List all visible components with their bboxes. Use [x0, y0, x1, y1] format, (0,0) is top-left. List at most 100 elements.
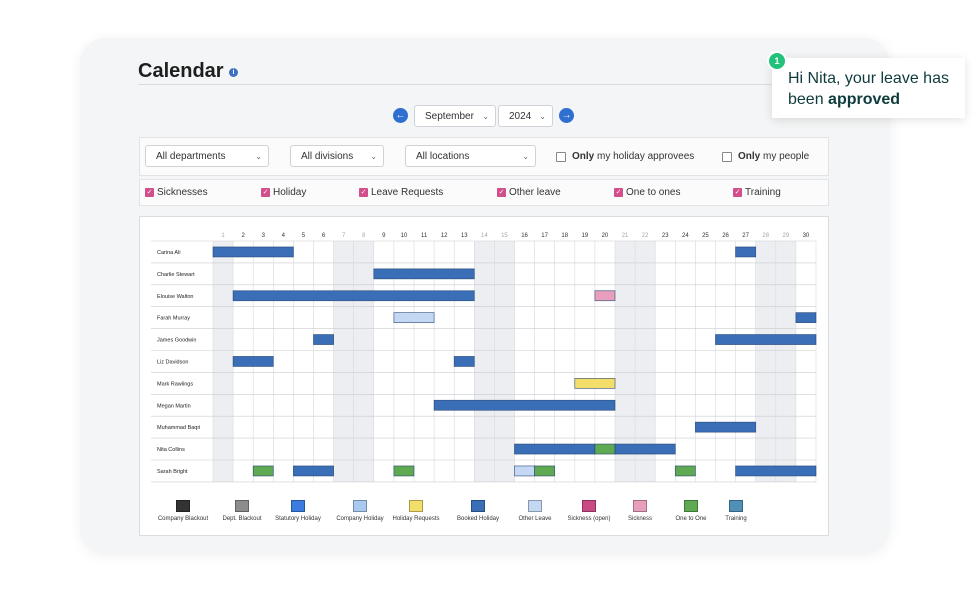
- category-label: Other leave: [509, 187, 561, 198]
- day-label: 23: [662, 233, 669, 239]
- day-label: 9: [382, 233, 386, 239]
- day-label: 16: [521, 233, 528, 239]
- legend-item: Sickness: [605, 500, 675, 522]
- check-icon[interactable]: ✓: [359, 188, 368, 197]
- legend-swatch: [582, 500, 596, 512]
- weekend-column: [494, 241, 515, 482]
- day-label: 1: [221, 233, 225, 239]
- only-approvees-label: my holiday approvees: [597, 151, 695, 162]
- info-icon[interactable]: i: [229, 68, 238, 77]
- legend-label: One to One: [675, 516, 707, 522]
- leave-bar: [574, 378, 616, 389]
- leave-bar: [674, 465, 696, 477]
- legend-item: Booked Holiday: [443, 500, 513, 522]
- category-leave-requests[interactable]: ✓ Leave Requests: [359, 187, 443, 198]
- category-holiday[interactable]: ✓ Holiday: [261, 187, 306, 198]
- leave-bar: [715, 334, 817, 345]
- day-label: 10: [401, 233, 408, 239]
- month-select[interactable]: September ⌄: [414, 105, 496, 127]
- leave-bar: [373, 268, 475, 280]
- leave-bar: [393, 312, 435, 323]
- check-icon[interactable]: ✓: [733, 188, 742, 197]
- notification-toast[interactable]: Hi Nita, your leave has been approved: [772, 58, 965, 118]
- person-name: Liz Davidson: [157, 359, 189, 365]
- only-approvees-checkbox[interactable]: Only my holiday approvees: [556, 151, 694, 162]
- day-label: 2: [241, 233, 245, 239]
- day-label: 22: [642, 233, 649, 239]
- page-title: Calendar: [138, 60, 224, 82]
- leave-bar: [212, 246, 294, 258]
- legend-item: Dept. Blackout: [207, 500, 277, 522]
- leave-bar: [534, 465, 556, 477]
- division-select[interactable]: All divisions ⌄: [290, 145, 384, 167]
- legend-item: Other Leave: [500, 500, 570, 522]
- category-one-to-ones[interactable]: ✓ One to ones: [614, 187, 680, 198]
- day-label: 17: [541, 233, 548, 239]
- weekend-column: [615, 241, 636, 482]
- checkbox-box[interactable]: [556, 151, 566, 162]
- chevron-down-icon: ⌄: [522, 152, 529, 161]
- day-label: 19: [582, 233, 589, 239]
- department-select[interactable]: All departments ⌄: [145, 145, 269, 167]
- day-label: 30: [803, 233, 810, 239]
- leave-bar: [293, 465, 334, 477]
- category-sicknesses[interactable]: ✓ Sicknesses: [145, 187, 208, 198]
- person-name: Muhammad Baqri: [157, 425, 200, 431]
- department-select-value: All departments: [156, 151, 226, 162]
- day-label: 18: [561, 233, 568, 239]
- year-select[interactable]: 2024 ⌄: [498, 105, 553, 127]
- category-label: Leave Requests: [371, 187, 444, 198]
- day-label: 6: [322, 233, 326, 239]
- month-select-value: September: [425, 111, 474, 122]
- day-label: 7: [342, 233, 346, 239]
- day-label: 13: [461, 233, 468, 239]
- check-icon[interactable]: ✓: [614, 188, 623, 197]
- day-label: 3: [262, 233, 266, 239]
- legend-label: Holiday Requests: [392, 516, 440, 522]
- person-name: Elouise Walton: [157, 294, 193, 300]
- leave-bar: [614, 443, 676, 455]
- day-label: 11: [421, 233, 428, 239]
- legend-swatch: [471, 500, 485, 512]
- weekend-column: [755, 241, 776, 482]
- day-label: 20: [602, 233, 609, 239]
- check-icon[interactable]: ✓: [261, 188, 270, 197]
- category-label: One to ones: [626, 187, 681, 198]
- prev-month-icon[interactable]: ←: [393, 108, 408, 123]
- only-people-bold: Only: [738, 151, 761, 162]
- leave-bar: [252, 465, 274, 477]
- location-select[interactable]: All locations ⌄: [405, 145, 536, 167]
- only-people-checkbox[interactable]: Only my people: [722, 151, 809, 162]
- check-icon[interactable]: ✓: [145, 188, 154, 197]
- day-label: 28: [762, 233, 769, 239]
- chevron-down-icon: ⌄: [370, 152, 377, 161]
- division-select-value: All divisions: [301, 151, 354, 162]
- category-other-leave[interactable]: ✓ Other leave: [497, 187, 561, 198]
- legend-label: Statutory Holiday: [275, 516, 321, 522]
- category-training[interactable]: ✓ Training: [733, 187, 781, 198]
- weekend-column: [474, 241, 495, 482]
- day-label: 27: [742, 233, 749, 239]
- leave-bar: [594, 290, 616, 302]
- day-label: 12: [441, 233, 448, 239]
- legend-swatch: [409, 500, 423, 512]
- day-label: 14: [481, 233, 488, 239]
- category-label: Training: [745, 187, 781, 198]
- legend-swatch: [353, 500, 367, 512]
- chevron-down-icon: ⌄: [482, 112, 489, 121]
- legend-label: Training: [725, 516, 747, 522]
- person-name: Farah Murray: [157, 316, 190, 322]
- legend-label: Company Blackout: [157, 516, 209, 522]
- legend-swatch: [684, 500, 698, 512]
- leave-bar: [514, 465, 535, 477]
- notification-badge: 1: [767, 51, 787, 71]
- checkbox-box[interactable]: [722, 151, 732, 162]
- leave-bar: [735, 465, 817, 477]
- day-label: 25: [702, 233, 709, 239]
- legend-label: Sickness: [627, 516, 652, 522]
- check-icon[interactable]: ✓: [497, 188, 506, 197]
- next-month-icon[interactable]: →: [559, 108, 574, 123]
- leave-bar: [232, 290, 475, 302]
- category-panel: [139, 179, 829, 206]
- leave-bar: [453, 356, 475, 367]
